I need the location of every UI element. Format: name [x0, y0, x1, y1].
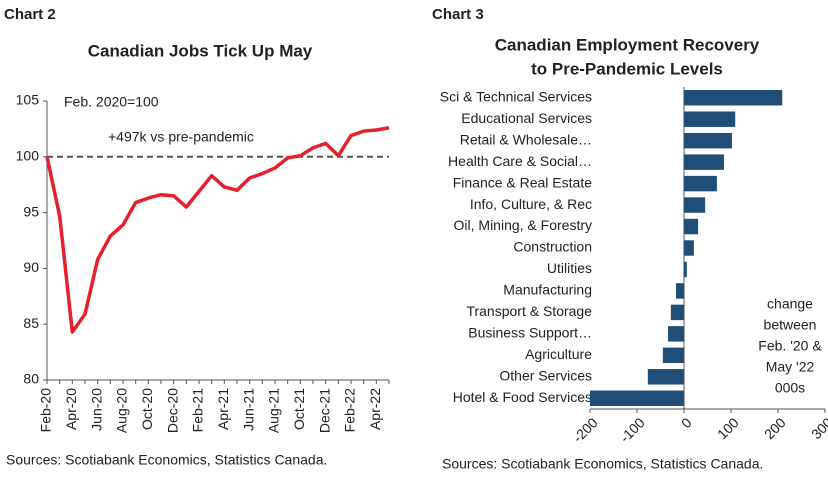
y-tick-label: 95 — [23, 203, 39, 219]
annotation: between — [764, 317, 817, 333]
source: Sources: Scotiabank Economics, Statistic… — [442, 456, 763, 472]
x-tick-label: Apr-20 — [63, 388, 79, 430]
y-tick-label: 80 — [23, 371, 39, 387]
bar — [684, 218, 699, 235]
y-tick-label: 105 — [16, 92, 40, 108]
series-line — [45, 126, 390, 334]
y-tick-label: Construction — [513, 239, 592, 255]
bar — [676, 283, 684, 299]
annotation: Feb. 2020=100 — [64, 94, 159, 110]
y-tick-label: Hotel & Food Services — [453, 389, 592, 405]
x-tick-label: -100 — [617, 414, 648, 445]
annotation: 000s — [775, 380, 805, 396]
x-tick-label: Oct-20 — [139, 388, 155, 430]
bar — [670, 304, 684, 321]
x-tick-label: Feb-21 — [190, 388, 206, 433]
y-tick-label: Transport & Storage — [466, 303, 592, 319]
annotation: change — [767, 296, 813, 312]
chart-label: Chart 2 — [4, 6, 56, 23]
y-tick-label: Agriculture — [525, 346, 592, 362]
y-tick-label: Sci & Technical Services — [440, 88, 592, 104]
y-tick-label: Info, Culture, & Rec — [470, 196, 592, 212]
y-tick-label: Other Services — [499, 368, 592, 384]
bar — [668, 326, 684, 342]
bar — [662, 347, 684, 364]
bar — [684, 175, 717, 192]
x-tick-label: Apr-21 — [215, 388, 231, 430]
y-tick-label: 90 — [23, 259, 39, 275]
y-tick-label: 100 — [16, 148, 40, 164]
x-tick-label: Oct-21 — [291, 388, 307, 430]
bar — [590, 390, 684, 406]
y-tick-label: Finance & Real Estate — [453, 174, 593, 190]
x-tick-label: Dec-20 — [164, 388, 180, 433]
x-tick-label: Jun-21 — [240, 388, 256, 431]
annotation: +497k vs pre-pandemic — [108, 129, 254, 145]
y-tick-label: Utilities — [547, 260, 592, 276]
bar — [684, 261, 687, 278]
annotation: May '22 — [766, 359, 815, 375]
y-tick-label: Oil, Mining, & Forestry — [454, 217, 592, 233]
x-tick-label: 0 — [678, 414, 695, 431]
x-tick-label: Feb-20 — [38, 388, 54, 433]
chart-title: Canadian Jobs Tick Up May — [88, 41, 313, 60]
x-tick-label: Dec-21 — [316, 388, 332, 433]
source: Sources: Scotiabank Economics, Statistic… — [6, 452, 327, 468]
bar — [684, 154, 724, 170]
y-tick-label: 85 — [23, 315, 39, 331]
bar — [647, 369, 684, 385]
x-tick-label: Aug-20 — [114, 388, 130, 433]
annotation: Feb. '20 & — [758, 338, 822, 354]
y-tick-label: Business Support… — [468, 325, 592, 341]
x-tick-label: 300 — [808, 414, 828, 442]
y-tick-label: Health Care & Social… — [448, 153, 592, 169]
x-tick-label: Jun-20 — [88, 388, 104, 431]
x-tick-label: Aug-21 — [266, 388, 282, 433]
x-tick-label: -200 — [570, 414, 601, 445]
y-tick-label: Educational Services — [461, 110, 592, 126]
x-tick-label: 100 — [714, 414, 742, 442]
bar — [684, 90, 783, 106]
chart-title: Canadian Employment Recovery — [495, 35, 760, 54]
x-tick-label: Feb-22 — [342, 388, 358, 433]
y-tick-label: Retail & Wholesale… — [460, 131, 592, 147]
bar — [684, 197, 706, 213]
x-tick-label: 200 — [761, 414, 789, 442]
y-tick-label: Manufacturing — [503, 282, 592, 298]
x-tick-label: Apr-22 — [367, 388, 383, 430]
chart-label: Chart 3 — [432, 6, 484, 23]
bar — [684, 132, 732, 149]
bar — [684, 111, 736, 127]
chart-title: to Pre-Pandemic Levels — [531, 59, 723, 78]
bar — [684, 240, 694, 256]
